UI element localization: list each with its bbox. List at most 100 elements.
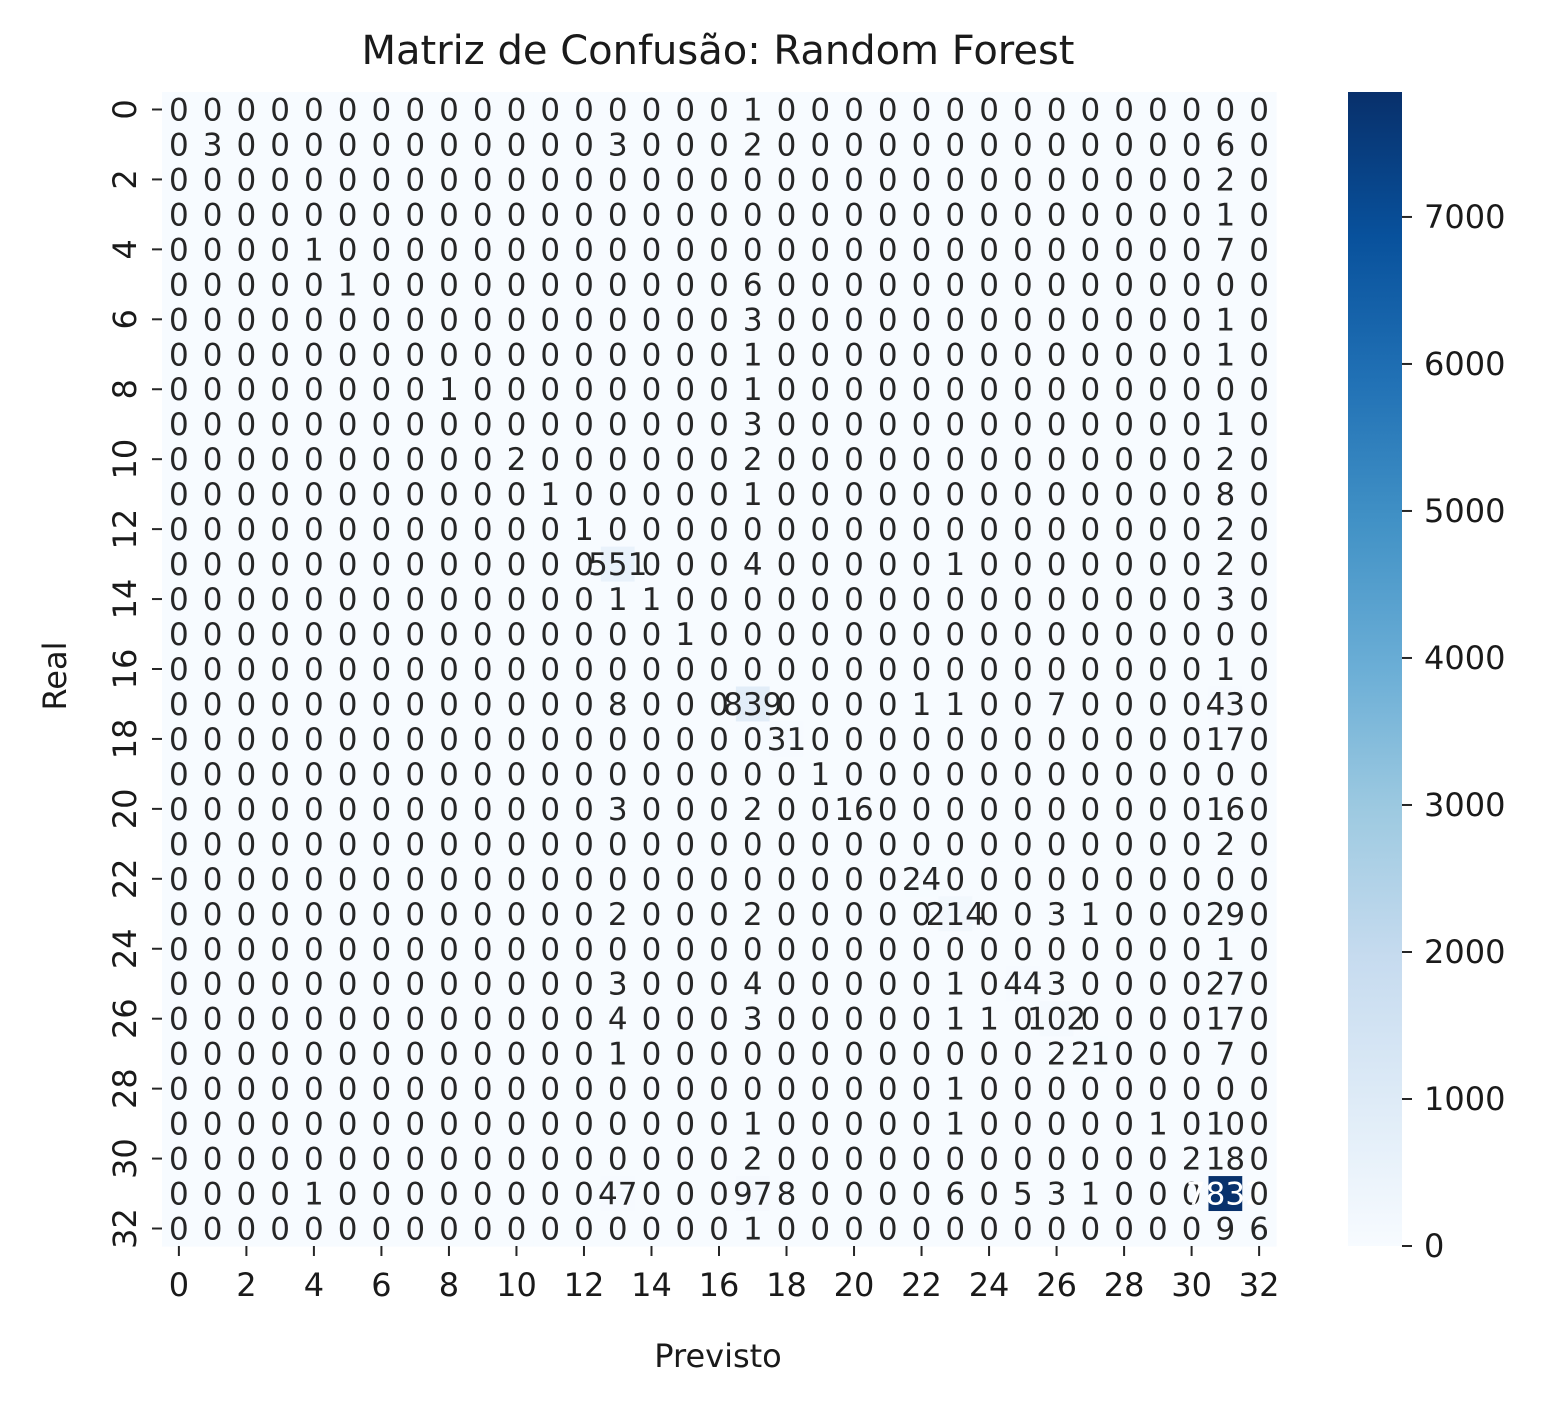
cell-value-label: 0 — [979, 932, 999, 968]
heatmap-cell — [600, 721, 636, 758]
cell-value-label: 0 — [709, 1037, 729, 1073]
cell-value-label: 0 — [608, 652, 628, 688]
cell-value-label: 0 — [574, 652, 594, 688]
cell-value-label: 0 — [777, 582, 797, 618]
heatmap-cell — [870, 616, 906, 653]
cell-value-label: 0 — [405, 1142, 425, 1178]
heatmap-cell — [735, 756, 771, 792]
cell-value-label: 0 — [237, 722, 257, 758]
cell-value-label: 0 — [372, 687, 392, 723]
cell-value-label: 1 — [1215, 302, 1235, 338]
y-tick-label: 6 — [106, 309, 144, 329]
cell-value-label: 0 — [810, 512, 830, 548]
cell-value-label: 0 — [507, 687, 527, 723]
cell-value-label: 0 — [1114, 722, 1134, 758]
cell-value-label: 0 — [405, 932, 425, 968]
heatmap-cell — [1107, 546, 1142, 583]
cell-value-label: 0 — [912, 162, 932, 198]
cell-value-label: 0 — [1249, 722, 1269, 758]
cell-value-label: 0 — [979, 757, 999, 793]
heatmap-cell — [398, 336, 433, 373]
heatmap-cell — [432, 231, 467, 268]
cell-value-label: 0 — [642, 757, 662, 793]
cell-value-label: 0 — [642, 197, 662, 233]
cell-value-label: 0 — [1148, 1177, 1168, 1213]
cell-value-label: 0 — [338, 512, 358, 548]
heatmap-cell — [533, 511, 568, 548]
heatmap-cell — [634, 581, 669, 618]
cell-value-label: 0 — [979, 127, 999, 163]
cell-value-label: 0 — [540, 652, 560, 688]
cell-value-label: 0 — [1114, 862, 1134, 898]
heatmap-cell — [938, 581, 973, 618]
cell-value-label: 0 — [405, 197, 425, 233]
cell-value-label: 0 — [1182, 652, 1202, 688]
heatmap-cell — [769, 616, 804, 653]
heatmap-cell — [229, 441, 264, 478]
heatmap-cell — [297, 476, 332, 513]
cell-value-label: 0 — [1013, 512, 1033, 548]
heatmap-cell — [870, 371, 906, 408]
heatmap-cell — [1140, 756, 1176, 792]
cell-value-label: 0 — [810, 722, 830, 758]
cell-value-label: 0 — [1013, 267, 1033, 303]
cell-value-label: 0 — [878, 722, 898, 758]
heatmap-cell — [938, 161, 973, 198]
heatmap-cell — [364, 546, 399, 583]
cell-value-label: 0 — [642, 547, 662, 583]
cell-value-label: 0 — [1080, 477, 1100, 513]
cell-value-label: 0 — [675, 687, 695, 723]
y-tick-label: 20 — [106, 789, 144, 830]
cell-value-label: 0 — [1047, 372, 1067, 408]
cell-value-label: 0 — [169, 1142, 189, 1178]
cell-value-label: 0 — [237, 442, 257, 478]
heatmap-cell — [837, 301, 872, 338]
heatmap-cell — [870, 266, 906, 303]
heatmap-cell — [499, 511, 534, 548]
cell-value-label: 0 — [1182, 302, 1202, 338]
heatmap-cell — [263, 581, 298, 618]
heatmap-cell — [499, 441, 534, 478]
heatmap-cell — [938, 371, 973, 408]
heatmap-cell — [668, 196, 703, 233]
heatmap-cell — [297, 651, 332, 688]
cell-value-label: 0 — [945, 302, 965, 338]
cell-value-label: 0 — [507, 547, 527, 583]
cell-value-label: 0 — [810, 1212, 830, 1248]
heatmap-cell — [803, 266, 838, 303]
cell-value-label: 0 — [675, 1142, 695, 1178]
cell-value-label: 0 — [405, 232, 425, 268]
cell-value-label: 0 — [169, 547, 189, 583]
heatmap-cell — [533, 92, 568, 128]
cell-value-label: 0 — [169, 337, 189, 373]
cell-value-label: 0 — [743, 512, 763, 548]
cell-value-label: 0 — [777, 932, 797, 968]
cell-value-label: 0 — [405, 127, 425, 163]
heatmap-cell — [533, 476, 568, 513]
cell-value-label: 1 — [979, 1002, 999, 1038]
cell-value-label: 0 — [844, 512, 864, 548]
cell-value-label: 0 — [372, 512, 392, 548]
heatmap-cell — [1107, 616, 1142, 653]
heatmap-cell — [398, 441, 433, 478]
y-tick-label: 18 — [106, 719, 144, 760]
cell-value-label: 0 — [709, 967, 729, 1003]
cell-value-label: 0 — [540, 792, 560, 828]
cell-value-label: 0 — [304, 897, 324, 933]
cell-value-label: 0 — [473, 302, 493, 338]
heatmap-cell — [634, 686, 669, 723]
heatmap-cell — [263, 301, 298, 338]
cell-value-label: 0 — [169, 582, 189, 618]
cell-value-label: 0 — [372, 1142, 392, 1178]
cell-value-label: 0 — [1182, 197, 1202, 233]
cell-value-label: 0 — [574, 827, 594, 863]
cell-value-label: 0 — [203, 162, 223, 198]
heatmap-cell — [702, 651, 737, 688]
heatmap-cell — [567, 161, 602, 198]
heatmap-cell — [735, 231, 771, 268]
cell-value-label: 0 — [507, 477, 527, 513]
cell-value-label: 0 — [1249, 477, 1269, 513]
heatmap-cell — [533, 616, 568, 653]
cell-value-label: 0 — [270, 897, 290, 933]
heatmap-cell — [938, 266, 973, 303]
